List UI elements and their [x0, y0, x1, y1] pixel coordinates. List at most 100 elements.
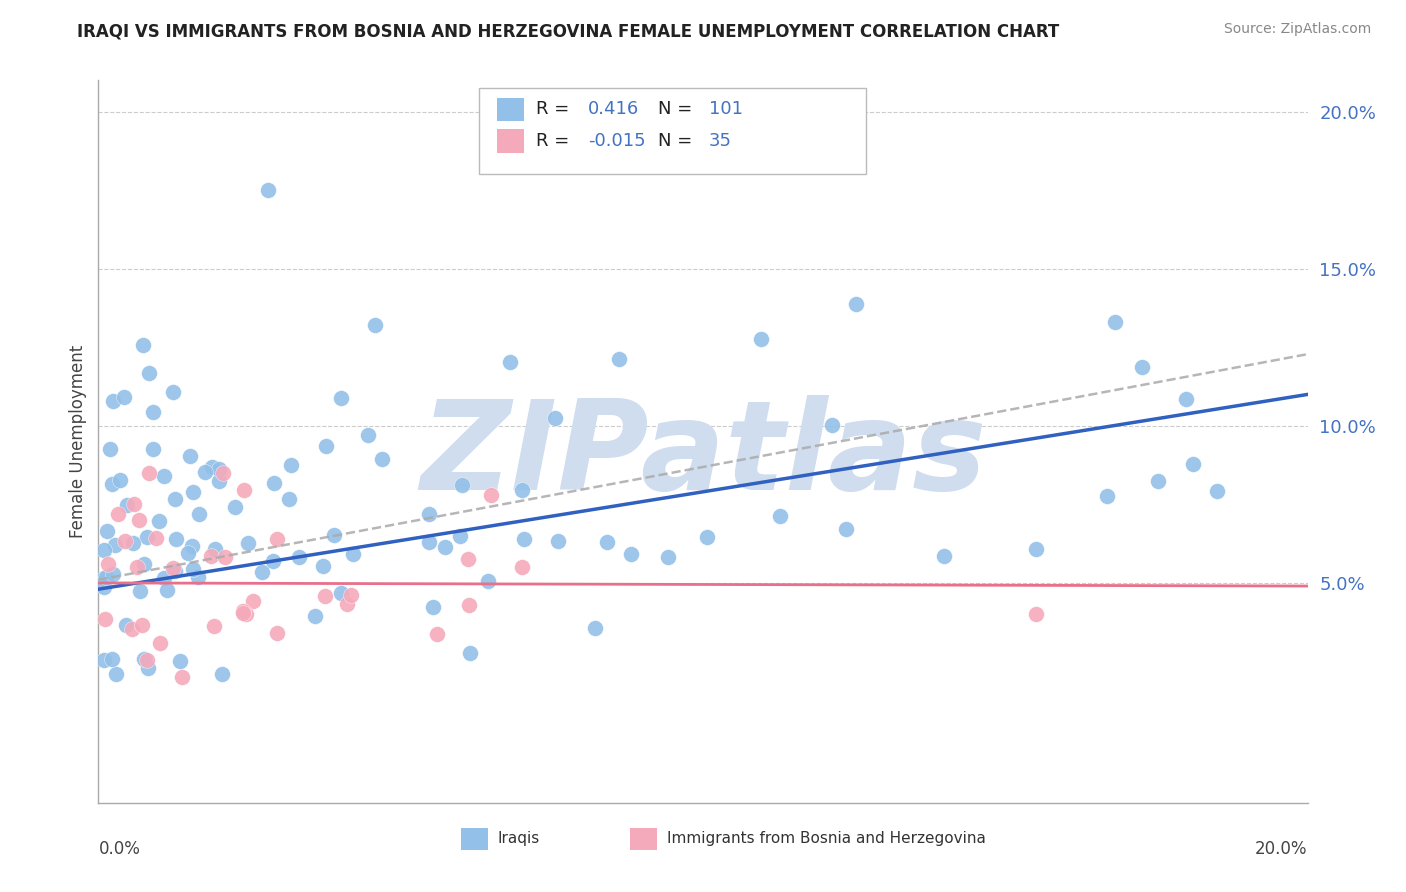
Iraqis [263, 476, 285, 491]
Iraqis [101, 566, 124, 581]
Iraqis [595, 535, 617, 549]
Iraqis [148, 514, 170, 528]
Iraqis [93, 571, 115, 585]
Immigrants from Bosnia and Herzegovina [202, 618, 225, 632]
Iraqis [257, 183, 280, 197]
Iraqis [132, 338, 155, 352]
Iraqis [162, 385, 184, 400]
Iraqis [169, 654, 191, 668]
Text: 101: 101 [709, 100, 742, 118]
Iraqis [94, 569, 117, 583]
Iraqis [115, 618, 138, 632]
Iraqis [224, 500, 246, 514]
Iraqis [371, 451, 394, 466]
Text: -0.015: -0.015 [588, 132, 645, 150]
Iraqis [165, 532, 187, 546]
Text: N =: N = [658, 132, 699, 150]
Iraqis [250, 565, 273, 579]
Iraqis [108, 473, 131, 487]
Immigrants from Bosnia and Herzegovina [127, 560, 149, 574]
Text: 0.416: 0.416 [588, 100, 640, 118]
Iraqis [418, 508, 440, 522]
Iraqis [129, 584, 152, 599]
Immigrants from Bosnia and Herzegovina [232, 606, 254, 620]
Iraqis [104, 537, 127, 551]
Iraqis [165, 564, 187, 578]
Iraqis [315, 439, 337, 453]
Immigrants from Bosnia and Herzegovina [235, 607, 257, 621]
Immigrants from Bosnia and Herzegovina [266, 625, 288, 640]
Iraqis [211, 667, 233, 681]
FancyBboxPatch shape [498, 97, 524, 120]
Iraqis [93, 543, 115, 558]
Immigrants from Bosnia and Herzegovina [131, 618, 153, 632]
Immigrants from Bosnia and Herzegovina [339, 588, 361, 602]
Iraqis [208, 475, 231, 489]
Iraqis [153, 469, 176, 483]
Text: Iraqis: Iraqis [498, 831, 540, 847]
Immigrants from Bosnia and Herzegovina [481, 488, 503, 502]
Iraqis [547, 533, 569, 548]
FancyBboxPatch shape [479, 87, 866, 174]
Immigrants from Bosnia and Herzegovina [107, 507, 129, 521]
Iraqis [156, 583, 179, 598]
Iraqis [499, 354, 522, 368]
Iraqis [323, 527, 346, 541]
Iraqis [451, 478, 474, 492]
Iraqis [821, 418, 844, 433]
Iraqis [749, 333, 772, 347]
Immigrants from Bosnia and Herzegovina [94, 612, 117, 626]
Iraqis [1025, 542, 1047, 557]
Text: 20.0%: 20.0% [1256, 840, 1308, 858]
Iraqis [449, 529, 471, 543]
Iraqis [187, 507, 209, 521]
Iraqis [136, 661, 159, 675]
Immigrants from Bosnia and Herzegovina [336, 597, 359, 611]
FancyBboxPatch shape [461, 828, 488, 850]
Iraqis [153, 571, 176, 585]
Immigrants from Bosnia and Herzegovina [121, 622, 143, 636]
Iraqis [510, 483, 533, 498]
Immigrants from Bosnia and Herzegovina [1024, 607, 1046, 622]
Iraqis [513, 532, 536, 546]
Immigrants from Bosnia and Herzegovina [124, 497, 146, 511]
Iraqis [477, 574, 499, 588]
Iraqis [187, 570, 209, 584]
Iraqis [105, 667, 128, 681]
Iraqis [835, 522, 858, 536]
Iraqis [544, 410, 567, 425]
Iraqis [93, 653, 115, 667]
Text: R =: R = [536, 132, 575, 150]
Iraqis [845, 297, 868, 311]
Iraqis [194, 465, 217, 479]
Iraqis [418, 535, 440, 549]
Iraqis [342, 547, 364, 561]
Iraqis [458, 646, 481, 660]
Iraqis [134, 557, 156, 571]
Iraqis [1182, 457, 1205, 471]
Y-axis label: Female Unemployment: Female Unemployment [69, 345, 87, 538]
Iraqis [422, 600, 444, 615]
Iraqis [280, 458, 302, 472]
Iraqis [1205, 483, 1227, 498]
Immigrants from Bosnia and Herzegovina [97, 557, 120, 571]
Iraqis [1130, 359, 1153, 374]
FancyBboxPatch shape [498, 129, 524, 153]
Iraqis [93, 580, 115, 594]
Text: 0.0%: 0.0% [98, 840, 141, 858]
Immigrants from Bosnia and Herzegovina [242, 593, 264, 607]
Iraqis [101, 394, 124, 409]
Iraqis [136, 530, 159, 544]
Text: N =: N = [658, 100, 699, 118]
Iraqis [1147, 475, 1170, 489]
Iraqis [620, 547, 643, 561]
Iraqis [364, 318, 387, 332]
Iraqis [304, 608, 326, 623]
Immigrants from Bosnia and Herzegovina [128, 513, 150, 527]
Iraqis [112, 390, 135, 404]
Immigrants from Bosnia and Herzegovina [149, 635, 172, 649]
Iraqis [434, 541, 457, 555]
Immigrants from Bosnia and Herzegovina [172, 670, 194, 684]
Text: Immigrants from Bosnia and Herzegovina: Immigrants from Bosnia and Herzegovina [666, 831, 986, 847]
Immigrants from Bosnia and Herzegovina [135, 653, 157, 667]
